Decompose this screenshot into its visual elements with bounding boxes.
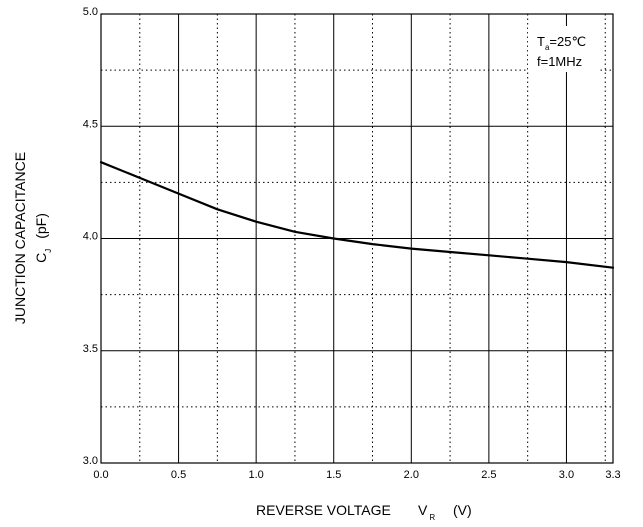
x-tick-label: 0.0	[93, 469, 108, 481]
y-axis-symbol-subscript: J	[44, 249, 53, 253]
y-axis-unit: (pF)	[33, 213, 49, 239]
x-tick-label: 1.0	[249, 469, 264, 481]
x-axis-symbol-letter: V	[418, 502, 428, 518]
plot-frame	[100, 13, 614, 464]
y-axis-symbol-letter: C	[33, 253, 49, 263]
x-axis-symbol-subscript: R	[429, 513, 435, 522]
x-axis-unit: (V)	[453, 502, 472, 518]
temperature-condition: Ta=25℃	[537, 34, 586, 52]
y-tick-label: 4.0	[83, 231, 98, 243]
y-axis-label: JUNCTION CAPACITANCE	[12, 152, 28, 324]
y-tick-label: 3.0	[83, 455, 98, 467]
plot-border	[100, 13, 614, 464]
frequency-condition: f=1MHz	[537, 54, 582, 69]
tick-labels: 0.0 0.5 1.0 1.5 2.0 2.5 3.0 3.3 5.0 4.5 4.0 3.5 3.0	[83, 6, 621, 481]
temperature-value: =25℃	[549, 34, 586, 49]
y-axis-title: JUNCTION CAPACITANCE CJ (pF)	[12, 152, 53, 324]
x-tick-label: 2.0	[404, 469, 419, 481]
capacitance-curve	[99, 161, 615, 269]
x-tick-label: 3.3	[605, 469, 620, 481]
x-tick-label: 3.0	[559, 469, 574, 481]
conditions-box: Ta=25℃ f=1MHz	[528, 26, 600, 72]
grid	[101, 14, 613, 463]
x-axis-label: REVERSE VOLTAGE	[256, 502, 391, 518]
x-tick-label: 1.5	[326, 469, 341, 481]
x-tick-label: 2.5	[481, 469, 496, 481]
y-tick-label: 3.5	[83, 343, 98, 355]
temperature-symbol: T	[537, 34, 545, 49]
y-axis-symbol: CJ (pF)	[33, 213, 53, 263]
conditions-box-background	[528, 26, 600, 72]
temperature-subscript: a	[545, 43, 550, 52]
x-tick-label: 0.5	[171, 469, 186, 481]
y-tick-label: 5.0	[83, 6, 98, 18]
curve-layer	[99, 161, 615, 269]
y-tick-label: 4.5	[83, 118, 98, 130]
